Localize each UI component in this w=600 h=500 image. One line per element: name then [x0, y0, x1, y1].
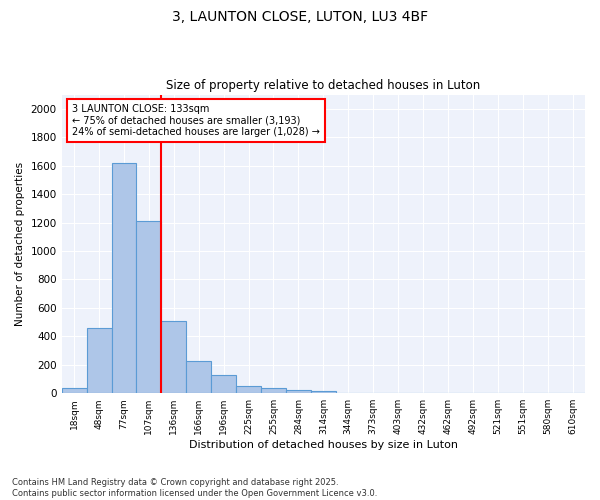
Bar	[261, 388, 286, 393]
Bar	[136, 221, 161, 393]
X-axis label: Distribution of detached houses by size in Luton: Distribution of detached houses by size …	[189, 440, 458, 450]
Bar	[211, 374, 236, 393]
Bar	[112, 163, 136, 393]
Bar	[161, 320, 186, 393]
Title: Size of property relative to detached houses in Luton: Size of property relative to detached ho…	[166, 79, 481, 92]
Text: 3, LAUNTON CLOSE, LUTON, LU3 4BF: 3, LAUNTON CLOSE, LUTON, LU3 4BF	[172, 10, 428, 24]
Bar	[311, 391, 336, 393]
Bar	[186, 361, 211, 393]
Bar	[286, 390, 311, 393]
Bar	[62, 388, 86, 393]
Bar	[236, 386, 261, 393]
Bar	[86, 328, 112, 393]
Text: Contains HM Land Registry data © Crown copyright and database right 2025.
Contai: Contains HM Land Registry data © Crown c…	[12, 478, 377, 498]
Y-axis label: Number of detached properties: Number of detached properties	[15, 162, 25, 326]
Text: 3 LAUNTON CLOSE: 133sqm
← 75% of detached houses are smaller (3,193)
24% of semi: 3 LAUNTON CLOSE: 133sqm ← 75% of detache…	[72, 104, 320, 136]
